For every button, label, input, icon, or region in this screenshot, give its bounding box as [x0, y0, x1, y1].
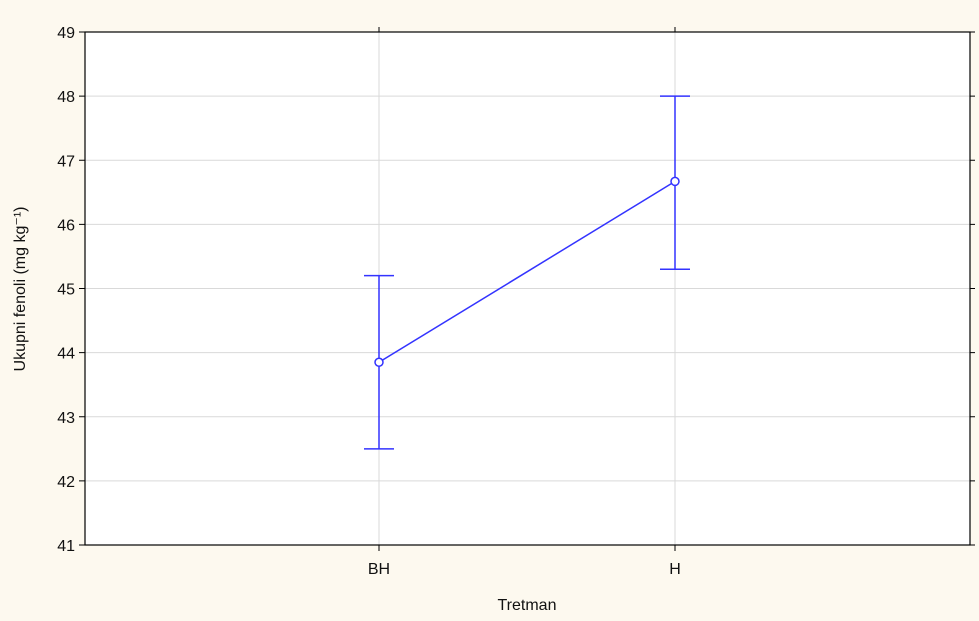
x-tick-label: BH [368, 561, 390, 578]
tick-labels: 41 42 43 44 45 46 47 48 49 BH H [57, 25, 975, 578]
y-tick-label: 44 [57, 346, 75, 363]
y-tick-label: 48 [57, 89, 75, 106]
y-axis-title: Ukupni fenoli (mg kg⁻¹) [12, 207, 29, 372]
y-tick-label: 42 [57, 474, 75, 491]
y-tick-label: 49 [57, 25, 75, 42]
y-tick-label: 47 [57, 153, 75, 170]
y-tick-label: 46 [57, 217, 75, 234]
x-tick-label: H [669, 561, 681, 578]
x-axis-title: Tretman [498, 597, 557, 614]
series-layer [364, 95, 690, 450]
y-tick-label: 45 [57, 282, 75, 299]
data-point [670, 176, 680, 187]
series-line [378, 180, 676, 363]
y-tick-label: 43 [57, 410, 75, 427]
y-tick-label: 41 [57, 538, 75, 555]
data-point [374, 357, 384, 367]
